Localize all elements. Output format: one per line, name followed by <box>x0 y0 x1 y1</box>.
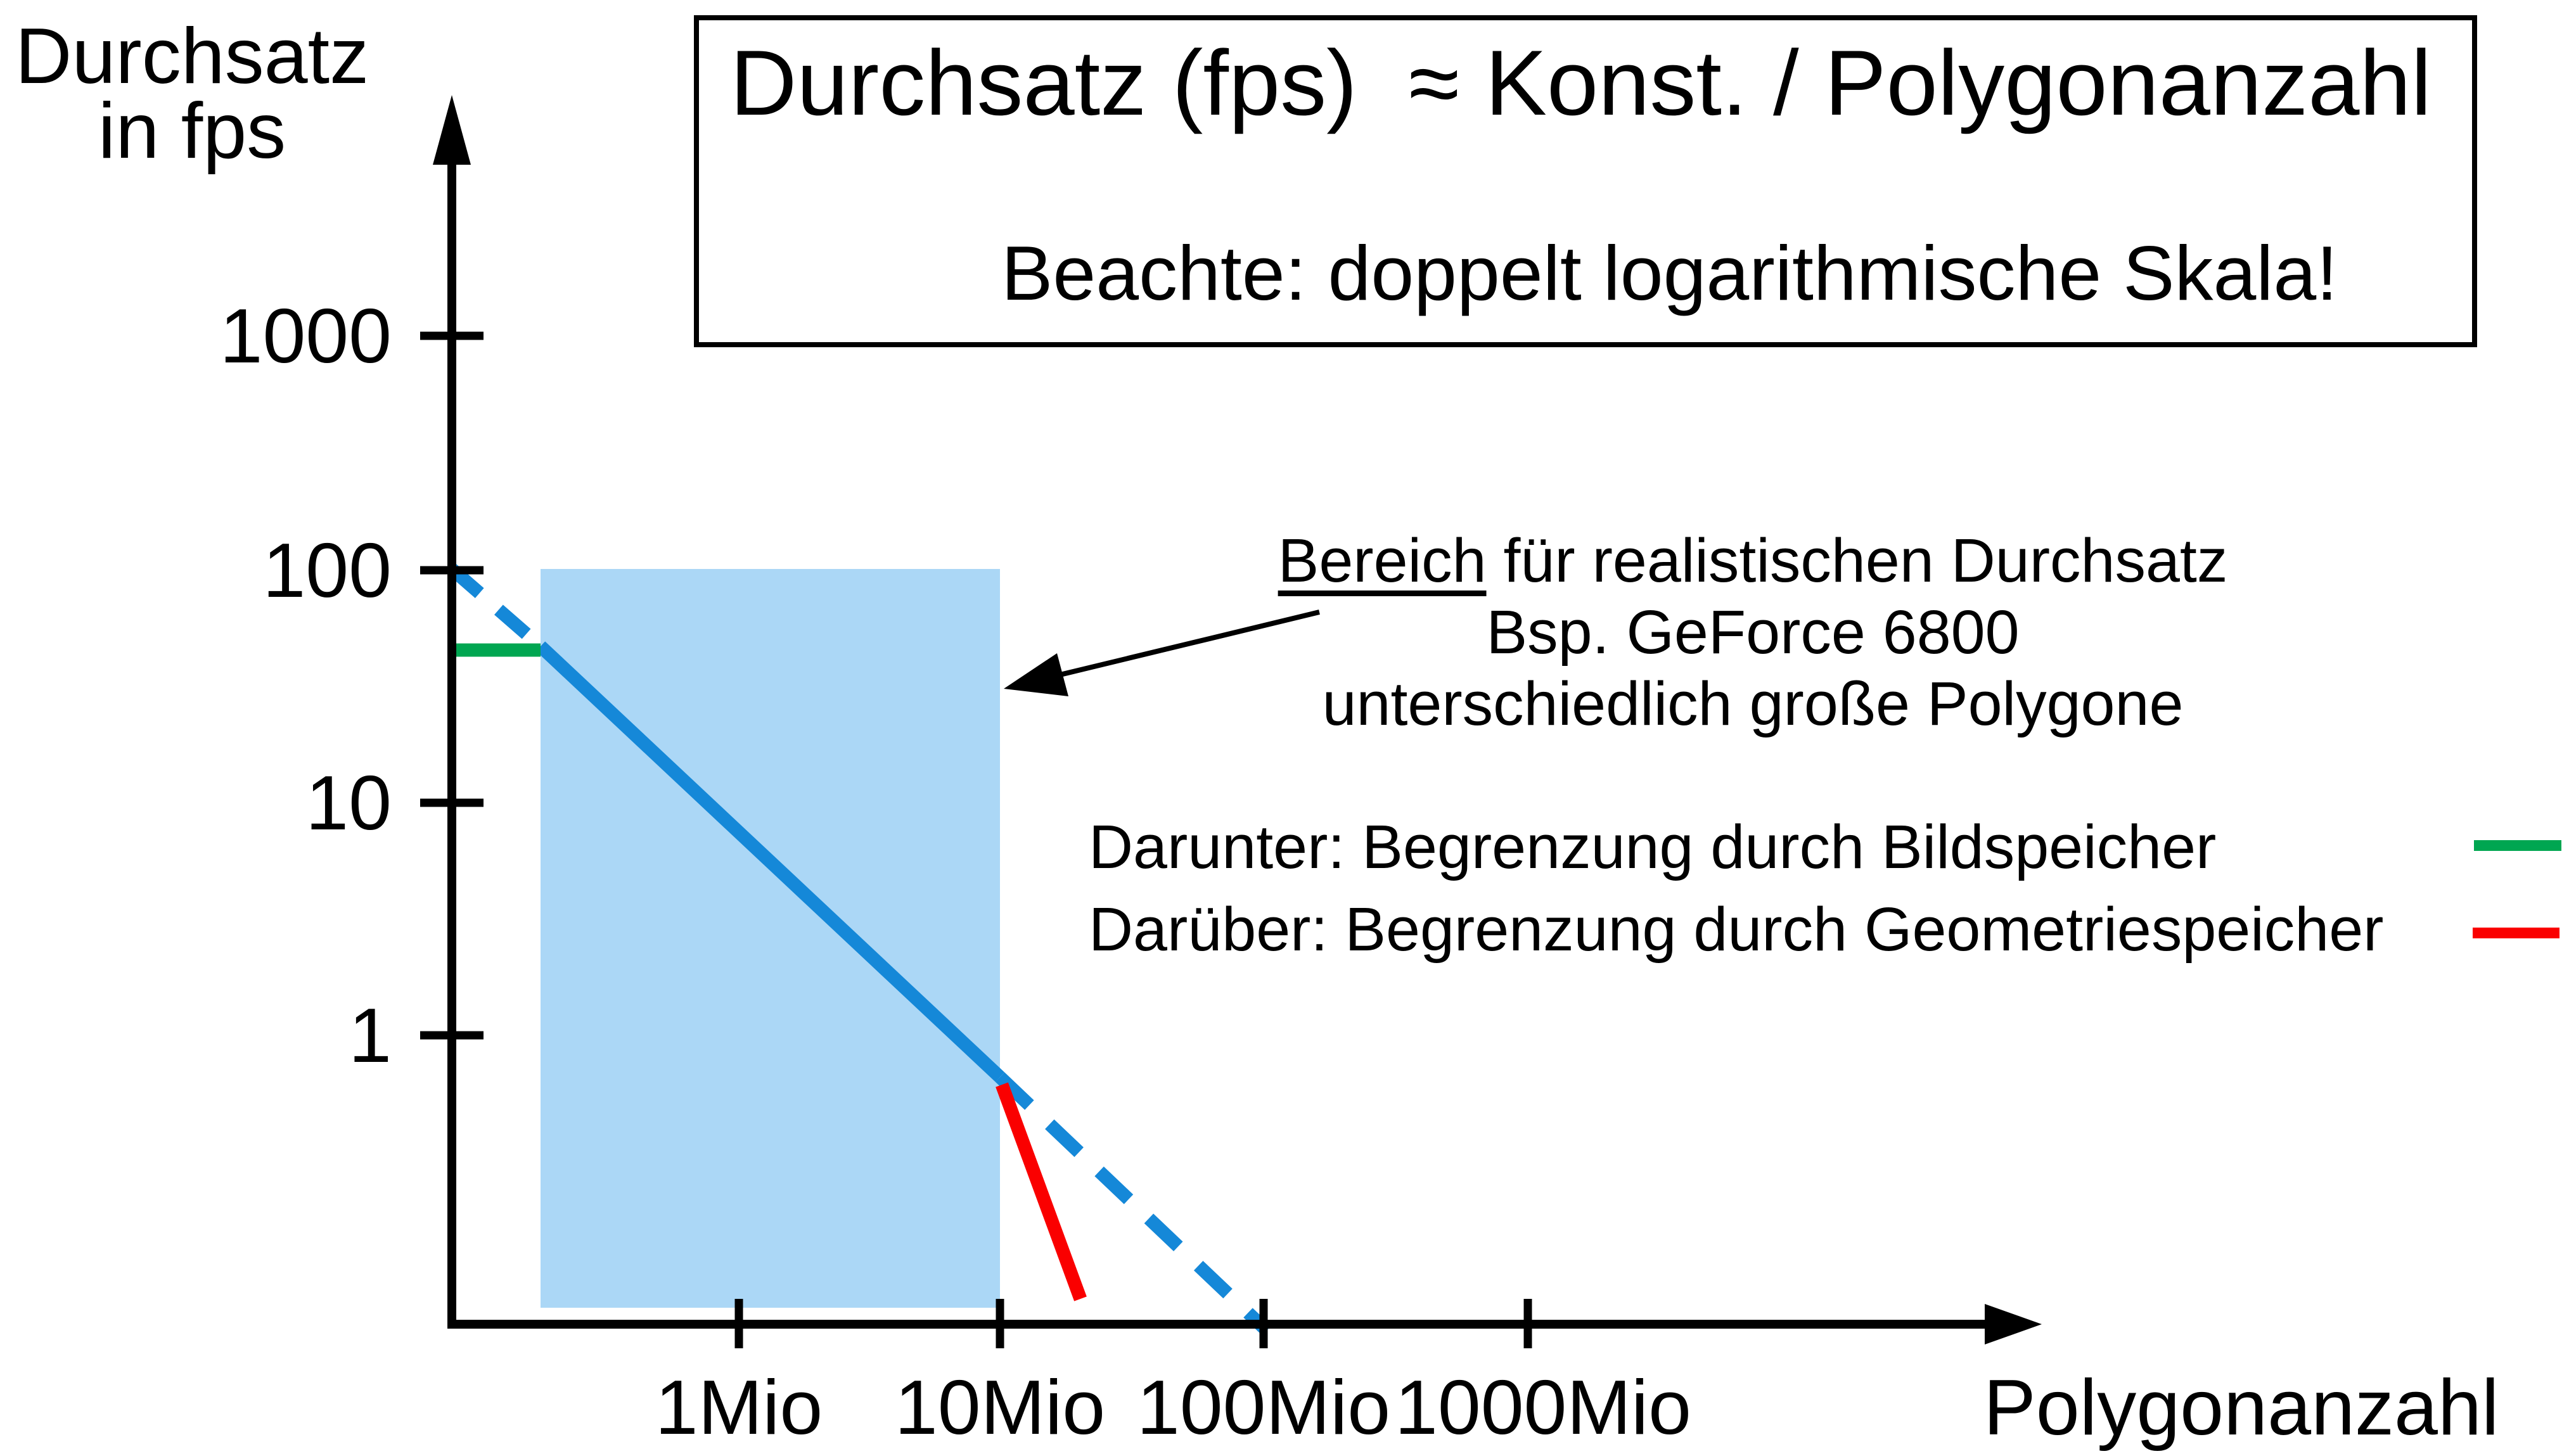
y-axis-arrowhead <box>433 95 471 165</box>
x-axis-arrowhead <box>1985 1304 2042 1344</box>
geometriespeicher-limit-line <box>996 1082 1087 1301</box>
annotation-arrow-line <box>1044 610 1320 681</box>
legend-item-text: Darunter: Begrenzung durch Bildspeicher <box>1089 812 2217 881</box>
y-tick-label: 100 <box>262 527 392 613</box>
y-axis-title-line2: in fps <box>98 87 286 175</box>
axis-tick-marks <box>420 331 1532 1348</box>
x-axis-title: Polygonanzahl <box>1983 1364 2499 1452</box>
realistic-throughput-region <box>541 569 1000 1308</box>
throughput-line-solid <box>535 641 1005 1082</box>
y-tick-label: 10 <box>305 760 392 846</box>
throughput-line-dashed-right <box>995 1072 1272 1336</box>
y-tick-label: 1 <box>349 992 392 1078</box>
x-tick-label: 100Mio <box>1136 1364 1391 1450</box>
legend-item-text: Darüber: Begrenzung durch Geometriespeic… <box>1089 895 2384 964</box>
legend-color-swatch <box>2474 840 2561 851</box>
x-tick-label: 1Mio <box>655 1364 823 1450</box>
main-title: Durchsatz (fps) ≈ Konst. / Polygonanzahl <box>730 31 2432 134</box>
y-axis-title-line1: Durchsatz <box>15 13 369 100</box>
x-tick-label: 1000Mio <box>1395 1364 1691 1450</box>
annotation-line2: Bsp. GeForce 6800 <box>1486 597 2020 667</box>
region-annotation: Bereich für realistischen Durchsatz Bsp. … <box>1278 525 2228 739</box>
annotation-underlined-word: Bereich <box>1278 526 1487 595</box>
throughput-line-dashed-left <box>447 564 545 651</box>
title-box <box>694 15 2477 347</box>
y-axis-title: Durchsatz in fps <box>5 17 379 170</box>
legend-color-swatch <box>2473 928 2559 938</box>
x-tick-label: 10Mio <box>894 1364 1106 1450</box>
annotation-arrow-head <box>1004 653 1068 696</box>
subtitle: Beachte: doppelt logarithmische Skala! <box>1001 230 2338 316</box>
annotation-line3: unterschiedlich große Polygone <box>1322 669 2184 738</box>
y-tick-label: 1000 <box>219 293 392 379</box>
annotation-line1-rest: für realistischen Durchsatz <box>1486 526 2228 595</box>
